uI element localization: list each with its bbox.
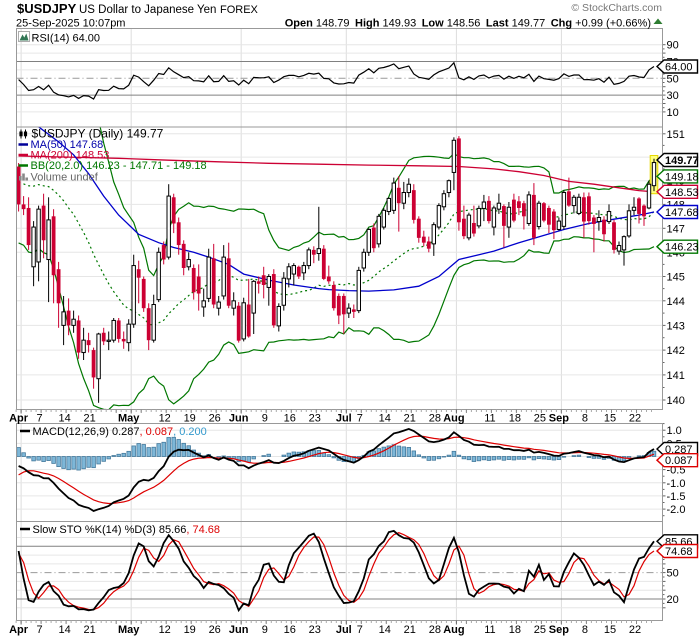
svg-text:Apr: Apr — [9, 624, 29, 636]
svg-text:9: 9 — [262, 624, 268, 636]
svg-text:147: 147 — [667, 223, 685, 235]
svg-text:12: 12 — [159, 413, 171, 425]
svg-text:30: 30 — [667, 90, 679, 102]
svg-text:FOREX: FOREX — [220, 4, 259, 16]
svg-text:90: 90 — [667, 40, 679, 52]
svg-text:14: 14 — [379, 624, 391, 636]
svg-text:22: 22 — [629, 624, 641, 636]
svg-text:146.23: 146.23 — [665, 242, 699, 254]
svg-text:Aug: Aug — [443, 413, 464, 425]
svg-text:18: 18 — [509, 624, 521, 636]
svg-text:Open 148.79 High 149.93 Low 14: Open 148.79 High 149.93 Low 148.56 Last … — [285, 18, 651, 30]
svg-text:64.00: 64.00 — [665, 62, 693, 74]
svg-text:50: 50 — [667, 568, 679, 580]
svg-text:15: 15 — [604, 413, 616, 425]
svg-text:19: 19 — [184, 624, 196, 636]
svg-text:23: 23 — [309, 624, 321, 636]
svg-text:50: 50 — [667, 73, 679, 85]
svg-text:Jun: Jun — [229, 413, 249, 425]
svg-text:142: 142 — [667, 345, 685, 357]
svg-text:Slow STO %K(14) %D(3) 85.66, 7: Slow STO %K(14) %D(3) 85.66, 74.68 — [33, 524, 221, 536]
svg-text:26: 26 — [209, 624, 221, 636]
svg-text:21: 21 — [404, 413, 416, 425]
svg-text:-2.0: -2.0 — [667, 504, 686, 516]
svg-text:$USDJPY (Daily) 149.77: $USDJPY (Daily) 149.77 — [32, 127, 164, 141]
svg-text:22: 22 — [629, 413, 641, 425]
svg-text:MA(200) 148.53: MA(200) 148.53 — [31, 150, 110, 162]
svg-text:14: 14 — [58, 413, 70, 425]
svg-text:9: 9 — [262, 413, 268, 425]
svg-text:-1.5: -1.5 — [667, 491, 686, 503]
svg-text:Aug: Aug — [443, 624, 464, 636]
svg-text:140: 140 — [667, 395, 685, 407]
svg-text:145: 145 — [667, 272, 685, 284]
svg-text:May: May — [118, 413, 140, 425]
svg-text:Jul: Jul — [336, 413, 352, 425]
svg-text:MACD(12,26,9) 0.287, 0.087, 0.: MACD(12,26,9) 0.287, 0.087, 0.200 — [33, 426, 207, 438]
svg-text:7: 7 — [357, 413, 363, 425]
svg-text:7: 7 — [37, 413, 43, 425]
svg-text:149.77: 149.77 — [665, 155, 699, 167]
svg-text:25-Sep-2025 10:07pm: 25-Sep-2025 10:07pm — [16, 18, 125, 30]
svg-text:BB(20,2.0) 146.23 - 147.71 - 1: BB(20,2.0) 146.23 - 147.71 - 149.18 — [31, 160, 207, 172]
svg-text:10: 10 — [667, 107, 679, 119]
svg-text:Apr: Apr — [9, 413, 29, 425]
svg-text:8: 8 — [582, 624, 588, 636]
svg-text:7: 7 — [357, 624, 363, 636]
svg-text:19: 19 — [184, 413, 196, 425]
svg-text:28: 28 — [429, 413, 441, 425]
svg-text:8: 8 — [582, 413, 588, 425]
svg-text:143: 143 — [667, 320, 685, 332]
svg-text:147.68: 147.68 — [665, 207, 699, 219]
svg-text:16: 16 — [284, 413, 296, 425]
svg-text:18: 18 — [509, 413, 521, 425]
svg-text:25: 25 — [534, 624, 546, 636]
svg-text:16: 16 — [284, 624, 296, 636]
svg-text:14: 14 — [58, 624, 70, 636]
svg-text:23: 23 — [309, 413, 321, 425]
svg-text:-1.0: -1.0 — [667, 478, 686, 490]
svg-text:141: 141 — [667, 370, 685, 382]
svg-text:Volume undef: Volume undef — [31, 172, 99, 184]
svg-text:20: 20 — [667, 594, 679, 606]
svg-text:14: 14 — [379, 413, 391, 425]
svg-text:21: 21 — [83, 413, 95, 425]
svg-text:May: May — [118, 624, 140, 636]
svg-text:1.0: 1.0 — [667, 425, 682, 437]
svg-text:0.087: 0.087 — [665, 455, 693, 467]
svg-text:25: 25 — [534, 413, 546, 425]
svg-text:11: 11 — [484, 413, 495, 425]
svg-text:RSI(14) 64.00: RSI(14) 64.00 — [32, 33, 100, 45]
svg-text:21: 21 — [404, 624, 416, 636]
svg-text:149.18: 149.18 — [665, 171, 699, 183]
svg-text:$USDJPY: $USDJPY — [17, 1, 77, 16]
svg-text:Jul: Jul — [336, 624, 352, 636]
svg-text:15: 15 — [604, 624, 616, 636]
svg-text:21: 21 — [83, 624, 95, 636]
svg-text:144: 144 — [667, 296, 685, 308]
svg-text:US Dollar to Japanese Yen: US Dollar to Japanese Yen — [79, 4, 216, 16]
svg-text:Jun: Jun — [229, 624, 249, 636]
svg-text:-0.5: -0.5 — [667, 465, 686, 477]
svg-text:148.53: 148.53 — [665, 187, 699, 199]
svg-text:11: 11 — [484, 624, 495, 636]
svg-text:28: 28 — [429, 624, 441, 636]
svg-text:12: 12 — [159, 624, 171, 636]
svg-text:© StockCharts.com: © StockCharts.com — [571, 2, 662, 14]
svg-text:MA(50) 147.68: MA(50) 147.68 — [31, 139, 104, 151]
svg-text:74.68: 74.68 — [665, 546, 693, 558]
svg-text:Sep: Sep — [549, 624, 569, 636]
svg-text:7: 7 — [37, 624, 43, 636]
svg-text:151: 151 — [667, 129, 685, 141]
svg-text:Sep: Sep — [549, 413, 569, 425]
svg-text:26: 26 — [209, 413, 221, 425]
